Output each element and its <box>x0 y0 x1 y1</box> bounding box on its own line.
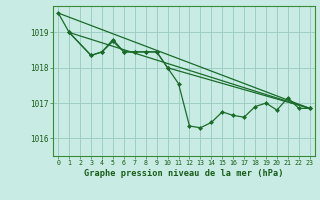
X-axis label: Graphe pression niveau de la mer (hPa): Graphe pression niveau de la mer (hPa) <box>84 169 284 178</box>
